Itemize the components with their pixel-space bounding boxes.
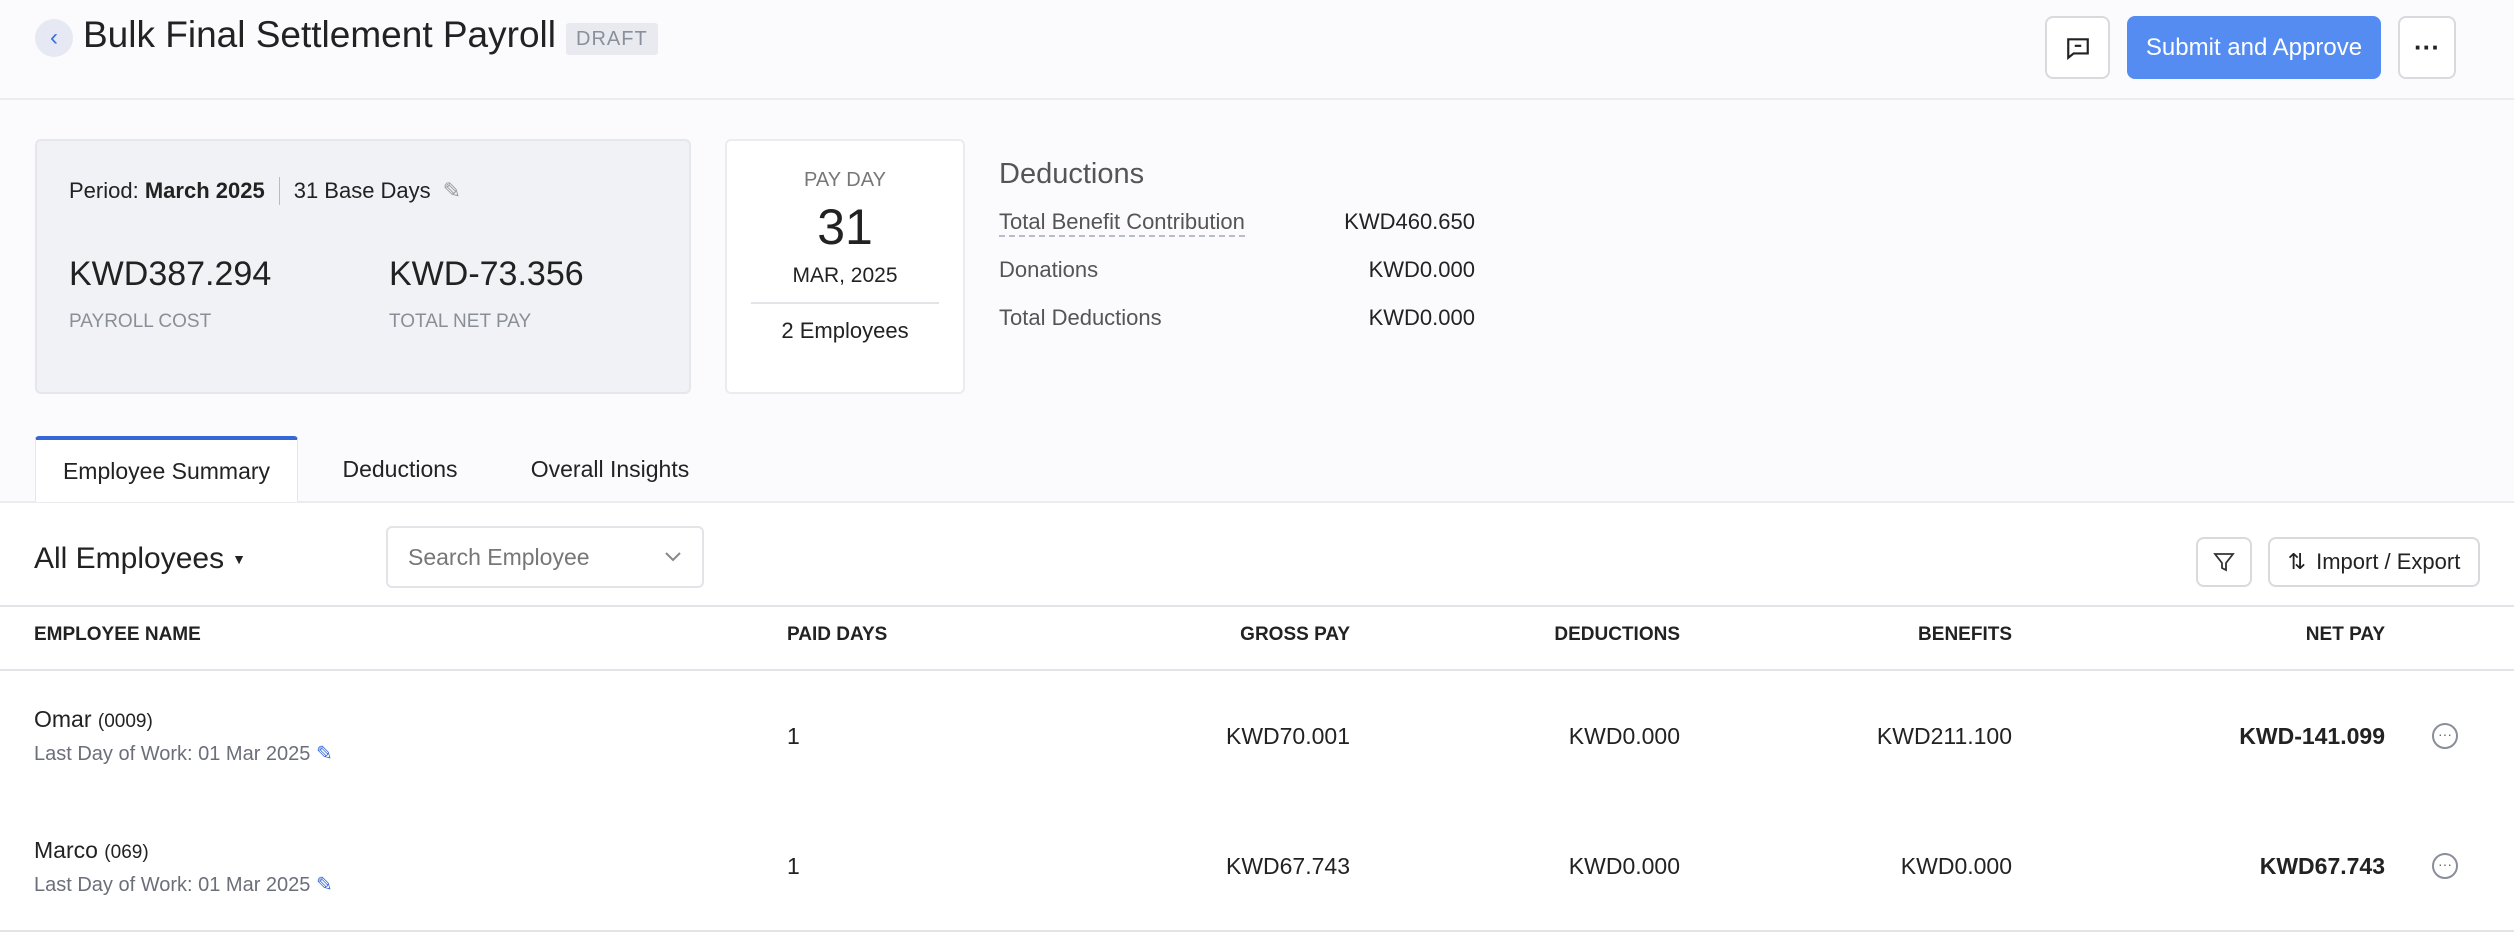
last-day-text: Last Day of Work: 01 Mar 2025 [34, 874, 311, 896]
period-label: Period: [69, 178, 139, 203]
tab-deductions[interactable]: Deductions [342, 455, 458, 482]
deduction-value: KWD460.650 [1344, 209, 1475, 234]
row-more-options-icon[interactable]: ··· [2432, 853, 2458, 879]
comment-icon [2066, 37, 2089, 60]
column-header-benefits: BENEFITS [1918, 624, 2012, 645]
filter-icon [2213, 553, 2235, 572]
divider [751, 302, 939, 304]
column-header-deductions: DEDUCTIONS [1554, 624, 1680, 645]
employee-filter-label: All Employees [34, 542, 225, 575]
chevron-left-icon: ‹ [50, 24, 58, 51]
table-bottom-border [0, 930, 2514, 932]
benefits: KWD0.000 [1900, 853, 2012, 879]
employee-filter-dropdown[interactable]: All Employees ▼ [34, 542, 246, 576]
employee-id: (0009) [97, 711, 153, 732]
table-header-bottom-border [0, 669, 2514, 671]
status-badge: DRAFT [566, 23, 658, 55]
employee-name[interactable]: Omar (0009) [34, 706, 153, 733]
tabs-divider [0, 501, 2514, 503]
paid-days: 1 [787, 853, 800, 879]
payroll-cost-value: KWD387.294 [69, 255, 272, 293]
edit-pencil-icon[interactable]: ✎ [316, 874, 333, 896]
deduction-label: Total Deductions [999, 305, 1162, 330]
employee-name-text: Marco [34, 837, 98, 863]
deductions: KWD0.000 [1568, 853, 1680, 879]
import-export-label: Import / Export [2316, 549, 2461, 574]
deduction-value: KWD0.000 [1368, 305, 1475, 330]
column-header-gross-pay: GROSS PAY [1240, 624, 1350, 645]
divider [278, 177, 280, 205]
employee-id: (069) [104, 842, 149, 863]
employee-name-text: Omar [34, 706, 92, 732]
caret-down-icon: ▼ [232, 551, 246, 567]
column-header-net-pay: NET PAY [2305, 624, 2385, 645]
submit-and-approve-button[interactable]: Submit and Approve [2127, 16, 2381, 79]
deduction-label[interactable]: Total Benefit Contribution [999, 209, 1245, 237]
edit-pencil-icon[interactable]: ✎ [442, 178, 462, 203]
import-export-button[interactable]: ⇅ Import / Export [2268, 537, 2480, 587]
column-header-paid-days: PAID DAYS [787, 624, 888, 645]
employee-count: 2 Employees [781, 318, 909, 343]
gross-pay: KWD67.743 [1225, 853, 1350, 879]
last-day-of-work: Last Day of Work: 01 Mar 2025 ✎ [34, 872, 333, 897]
deduction-row: Total Benefit Contribution KWD460.650 [999, 209, 1475, 237]
deduction-value: KWD0.000 [1368, 257, 1475, 282]
deduction-row: Total Deductions KWD0.000 [999, 305, 1475, 331]
pay-day-number: 31 [817, 199, 873, 255]
total-net-pay-label: TOTAL NET PAY [389, 311, 532, 332]
back-button[interactable]: ‹ [35, 19, 73, 57]
comment-button[interactable] [2045, 16, 2110, 79]
base-days: 31 Base Days [293, 178, 431, 203]
deduction-label: Donations [999, 257, 1099, 282]
net-pay: KWD67.743 [2259, 853, 2385, 879]
pay-day-month: MAR, 2025 [792, 264, 898, 287]
tab-employee-summary[interactable]: Employee Summary [35, 436, 298, 502]
column-header-employee-name: EMPLOYEE NAME [34, 624, 201, 645]
deduction-row: Donations KWD0.000 [999, 257, 1475, 283]
deductions-title: Deductions [999, 158, 1145, 190]
row-more-options-icon[interactable]: ··· [2432, 723, 2458, 749]
last-day-text: Last Day of Work: 01 Mar 2025 [34, 743, 311, 765]
employee-name[interactable]: Marco (069) [34, 837, 149, 864]
table-header-top-border [0, 605, 2514, 607]
deductions: KWD0.000 [1568, 723, 1680, 749]
last-day-of-work: Last Day of Work: 01 Mar 2025 ✎ [34, 741, 333, 766]
page-title: Bulk Final Settlement Payroll [83, 14, 556, 55]
chevron-down-icon [665, 552, 681, 562]
payroll-cost-label: PAYROLL COST [69, 311, 212, 332]
edit-pencil-icon[interactable]: ✎ [316, 743, 333, 765]
pay-day-card: PAY DAY 31 MAR, 2025 2 Employees [725, 139, 965, 394]
tab-overall-insights[interactable]: Overall Insights [530, 455, 690, 482]
benefits: KWD211.100 [1876, 723, 2012, 749]
search-placeholder: Search Employee [408, 543, 590, 570]
payroll-summary-card: Period: March 2025 31 Base Days ✎ KWD387… [35, 139, 691, 394]
gross-pay: KWD70.001 [1225, 723, 1350, 749]
paid-days: 1 [787, 723, 800, 749]
header-divider [0, 98, 2514, 100]
period-value: March 2025 [144, 178, 265, 203]
pay-day-label: PAY DAY [804, 169, 886, 191]
filter-button[interactable] [2196, 537, 2252, 587]
search-employee-input[interactable]: Search Employee [386, 526, 704, 588]
more-options-button[interactable]: ··· [2398, 16, 2456, 79]
total-net-pay-value: KWD-73.356 [389, 255, 584, 293]
more-horizontal-icon: ··· [2414, 32, 2440, 62]
import-export-icon: ⇅ [2287, 549, 2307, 574]
net-pay: KWD-141.099 [2239, 723, 2385, 749]
